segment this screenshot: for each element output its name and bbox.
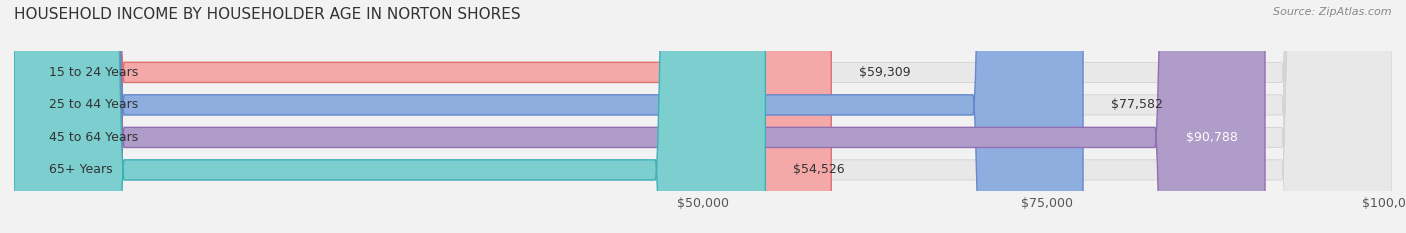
FancyBboxPatch shape [14,0,1392,233]
Text: Source: ZipAtlas.com: Source: ZipAtlas.com [1274,7,1392,17]
Text: $54,526: $54,526 [793,163,845,176]
FancyBboxPatch shape [14,0,1392,233]
FancyBboxPatch shape [14,0,1265,233]
Text: 15 to 24 Years: 15 to 24 Years [48,66,138,79]
Text: $77,582: $77,582 [1111,98,1163,111]
Text: 45 to 64 Years: 45 to 64 Years [48,131,138,144]
Text: HOUSEHOLD INCOME BY HOUSEHOLDER AGE IN NORTON SHORES: HOUSEHOLD INCOME BY HOUSEHOLDER AGE IN N… [14,7,520,22]
Text: $90,788: $90,788 [1185,131,1237,144]
FancyBboxPatch shape [14,0,1392,233]
FancyBboxPatch shape [14,0,765,233]
FancyBboxPatch shape [14,0,1083,233]
Text: 65+ Years: 65+ Years [48,163,112,176]
Text: 25 to 44 Years: 25 to 44 Years [48,98,138,111]
FancyBboxPatch shape [14,0,831,233]
FancyBboxPatch shape [14,0,1392,233]
Text: $59,309: $59,309 [859,66,911,79]
